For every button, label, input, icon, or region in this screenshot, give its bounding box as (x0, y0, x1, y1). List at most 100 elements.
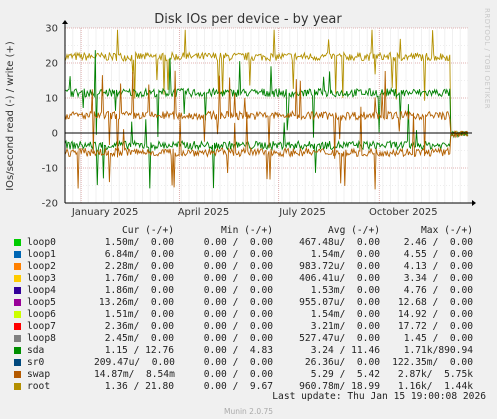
legend-name: sda (27, 344, 45, 356)
legend-row-loop4: loop4 1.86m/ 0.00 0.00 / 0.00 1.53m/ 0.00 4.… (12, 284, 492, 296)
legend-cur: 1.15 / 12.76 (104, 344, 174, 356)
legend-avg: 983.72u/ 0.00 (299, 260, 380, 272)
legend-header-max: Max (-/+) (421, 224, 473, 236)
legend: Cur (-/+) Min (-/+) Avg (-/+) Max (-/+) … (12, 224, 492, 392)
legend-name: loop1 (27, 248, 56, 260)
legend-swatch (14, 346, 21, 354)
legend-cur: 1.86m/ 0.00 (104, 284, 174, 296)
legend-cur: 13.26m/ 0.00 (98, 296, 174, 308)
legend-cur: 1.76m/ 0.00 (104, 272, 174, 284)
legend-min: 0.00 / 0.00 (203, 272, 273, 284)
legend-min: 0.00 / 0.00 (203, 320, 273, 332)
series-line-swap-write (64, 70, 469, 159)
legend-row-loop1: loop1 6.84m/ 0.00 0.00 / 0.00 1.54m/ 0.00 4.… (12, 248, 492, 260)
legend-avg: 3.21m/ 0.00 (310, 320, 380, 332)
legend-swatch (14, 238, 21, 246)
legend-name: loop7 (27, 320, 56, 332)
legend-name: swap (27, 368, 51, 380)
legend-cur: 2.45m/ 0.00 (104, 332, 174, 344)
legend-name: loop3 (27, 272, 56, 284)
legend-min: 0.00 / 0.00 (203, 332, 273, 344)
x-tick-label: January 2025 (71, 207, 139, 218)
legend-row-sda: sda 1.15 / 12.76 0.00 / 4.83 3.24 / 11.46 1.… (12, 344, 492, 356)
legend-min: 0.00 / 0.00 (203, 356, 273, 368)
y-tick-label: 30 (45, 24, 58, 35)
legend-name: loop4 (27, 284, 56, 296)
x-tick-labels: January 2025 April 2025 July 2025 October 2… (71, 207, 438, 218)
legend-name: sr0 (27, 356, 45, 368)
legend-min: 0.00 / 0.00 (203, 284, 273, 296)
legend-header-min: Min (-/+) (221, 224, 273, 236)
legend-swatch (14, 286, 21, 294)
legend-max: 4.13 / 0.00 (403, 260, 473, 272)
legend-max: 4.55 / 0.00 (403, 248, 473, 260)
legend-min: 0.00 / 0.00 (203, 236, 273, 248)
legend-max: 1.16k/ 1.44k (397, 380, 473, 392)
y-tick-label: 20 (45, 59, 58, 70)
legend-header-cur: Cur (-/+) (122, 224, 174, 236)
series-line-swap-read (64, 106, 469, 190)
legend-cur: 6.84m/ 0.00 (104, 248, 174, 260)
legend-cur: 1.50m/ 0.00 (104, 236, 174, 248)
legend-avg: 960.78m/ 18.99 (299, 380, 380, 392)
x-tick-label: April 2025 (178, 207, 229, 218)
chart-title: Disk IOs per device - by year (154, 12, 342, 27)
series-line-root-write (64, 29, 469, 137)
y-tick-labels: 30 20 10 0 -10 -20 (42, 24, 58, 210)
legend-header: Cur (-/+) Min (-/+) Avg (-/+) Max (-/+) (12, 224, 492, 236)
legend-avg: 1.53m/ 0.00 (310, 284, 380, 296)
legend-max: 3.34 / 0.00 (403, 272, 473, 284)
munin-version: Munin 2.0.75 (223, 407, 274, 416)
legend-max: 14.92 / 0.00 (397, 308, 473, 320)
legend-name: loop0 (27, 236, 56, 248)
legend-swatch (14, 250, 21, 258)
legend-avg: 955.07u/ 0.00 (299, 296, 380, 308)
legend-max: 4.76 / 0.00 (403, 284, 473, 296)
legend-avg: 527.47u/ 0.00 (299, 332, 380, 344)
legend-row-loop6: loop6 1.51m/ 0.00 0.00 / 0.00 1.54m/ 0.00 14… (12, 308, 492, 320)
legend-row-sr0: sr0 209.47u/ 0.00 0.00 / 0.00 26.36u/ 0.00 1… (12, 356, 492, 368)
legend-cur: 2.28m/ 0.00 (104, 260, 174, 272)
x-tick-label: July 2025 (278, 207, 326, 218)
series-group (64, 29, 469, 190)
legend-rows: loop0 1.50m/ 0.00 0.00 / 0.00 467.48u/ 0.00… (12, 236, 492, 392)
series-line-loop1-read (64, 104, 469, 189)
y-axis-label: IOs/second read (-) / write (+) (5, 41, 16, 191)
y-tick-label: 10 (45, 94, 58, 105)
legend-avg: 26.36u/ 0.00 (304, 356, 380, 368)
legend-avg: 1.54m/ 0.00 (310, 308, 380, 320)
legend-cur: 14.87m/ 8.54m (94, 368, 175, 380)
x-axis-arrow (472, 200, 476, 206)
y-tick-label: 0 (52, 129, 58, 140)
legend-swatch (14, 382, 21, 390)
legend-row-swap: swap 14.87m/ 8.54m 0.00 / 0.00 5.29 / 5.42 2… (12, 368, 492, 380)
legend-avg: 5.29 / 5.42 (310, 368, 380, 380)
legend-min: 0.00 / 0.00 (203, 260, 273, 272)
footer: Last update: Thu Jan 15 19:00:08 2026 (0, 391, 497, 403)
y-axis-arrow (62, 20, 68, 24)
legend-min: 0.00 / 4.83 (203, 344, 273, 356)
legend-min: 0.00 / 0.00 (203, 308, 273, 320)
watermark: RRDTOOL / TOBI OETIKER (483, 8, 491, 109)
legend-name: loop5 (27, 296, 56, 308)
axes-group (62, 20, 476, 206)
y-tick-label: -20 (42, 199, 58, 210)
legend-min: 0.00 / 9.67 (203, 380, 273, 392)
legend-min: 0.00 / 0.00 (203, 368, 273, 380)
legend-max: 1.45 / 0.00 (403, 332, 473, 344)
legend-row-loop2: loop2 2.28m/ 0.00 0.00 / 0.00 983.72u/ 0.00… (12, 260, 492, 272)
legend-avg: 467.48u/ 0.00 (299, 236, 380, 248)
legend-name: root (27, 380, 51, 392)
legend-swatch (14, 310, 21, 318)
legend-swatch (14, 262, 21, 270)
legend-max: 17.72 / 0.00 (397, 320, 473, 332)
legend-row-loop0: loop0 1.50m/ 0.00 0.00 / 0.00 467.48u/ 0.00… (12, 236, 492, 248)
legend-row-loop8: loop8 2.45m/ 0.00 0.00 / 0.00 527.47u/ 0.00… (12, 332, 492, 344)
x-tick-label: October 2025 (369, 207, 438, 218)
legend-cur: 209.47u/ 0.00 (94, 356, 175, 368)
legend-max: 1.71k/890.94 (403, 344, 473, 356)
legend-max: 122.35m/ 0.00 (392, 356, 473, 368)
legend-name: loop8 (27, 332, 56, 344)
legend-name: loop6 (27, 308, 56, 320)
legend-header-avg: Avg (-/+) (328, 224, 380, 236)
